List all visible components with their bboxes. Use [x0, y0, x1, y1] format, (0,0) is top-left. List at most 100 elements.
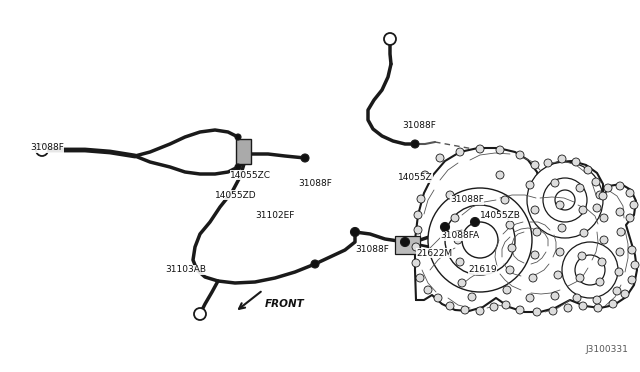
- Circle shape: [544, 159, 552, 167]
- Circle shape: [572, 158, 580, 166]
- Circle shape: [579, 302, 587, 310]
- Text: 31102EF: 31102EF: [255, 211, 294, 219]
- Circle shape: [564, 304, 572, 312]
- Circle shape: [600, 214, 608, 222]
- Circle shape: [558, 224, 566, 232]
- Bar: [395, 236, 420, 254]
- Circle shape: [490, 303, 498, 311]
- Circle shape: [412, 243, 420, 251]
- Circle shape: [594, 304, 602, 312]
- Circle shape: [616, 208, 624, 216]
- Circle shape: [506, 266, 514, 274]
- Circle shape: [468, 293, 476, 301]
- Circle shape: [526, 181, 534, 189]
- Circle shape: [556, 248, 564, 256]
- Circle shape: [593, 296, 601, 304]
- Circle shape: [411, 140, 419, 148]
- Circle shape: [630, 201, 638, 209]
- Circle shape: [596, 278, 604, 286]
- Circle shape: [626, 189, 634, 197]
- Circle shape: [626, 214, 634, 222]
- Circle shape: [412, 259, 420, 267]
- Circle shape: [529, 274, 537, 282]
- Circle shape: [578, 252, 586, 260]
- Text: 31088F: 31088F: [450, 196, 484, 205]
- Circle shape: [508, 244, 516, 252]
- Circle shape: [384, 33, 396, 45]
- Circle shape: [434, 294, 442, 302]
- Circle shape: [454, 236, 462, 244]
- Circle shape: [576, 184, 584, 192]
- Circle shape: [417, 195, 425, 203]
- Circle shape: [592, 178, 600, 186]
- Circle shape: [562, 242, 618, 298]
- Circle shape: [401, 237, 410, 247]
- Circle shape: [506, 221, 514, 229]
- Circle shape: [593, 204, 601, 212]
- Circle shape: [555, 190, 575, 210]
- Circle shape: [416, 274, 424, 282]
- Circle shape: [458, 279, 466, 287]
- Text: 14055ZD: 14055ZD: [215, 190, 257, 199]
- Circle shape: [584, 166, 592, 174]
- Circle shape: [573, 294, 581, 302]
- Circle shape: [551, 179, 559, 187]
- Circle shape: [476, 307, 484, 315]
- Circle shape: [456, 148, 464, 156]
- Circle shape: [598, 258, 606, 266]
- Circle shape: [501, 196, 509, 204]
- Circle shape: [424, 286, 432, 294]
- Circle shape: [616, 248, 624, 256]
- Text: 31088F: 31088F: [402, 122, 436, 131]
- Circle shape: [461, 306, 469, 314]
- Circle shape: [615, 268, 623, 276]
- Circle shape: [446, 191, 454, 199]
- Text: 31088F: 31088F: [355, 246, 389, 254]
- Circle shape: [496, 146, 504, 154]
- Circle shape: [301, 154, 309, 162]
- Circle shape: [456, 258, 464, 266]
- Bar: [236, 139, 251, 164]
- Circle shape: [580, 229, 588, 237]
- Circle shape: [436, 154, 444, 162]
- Circle shape: [446, 302, 454, 310]
- Circle shape: [516, 151, 524, 159]
- Circle shape: [575, 255, 605, 285]
- Text: 31103AB: 31103AB: [165, 266, 206, 275]
- Circle shape: [549, 307, 557, 315]
- Circle shape: [351, 228, 360, 237]
- Circle shape: [596, 191, 604, 199]
- Circle shape: [609, 300, 617, 308]
- Circle shape: [414, 226, 422, 234]
- Circle shape: [428, 188, 532, 292]
- Circle shape: [476, 145, 484, 153]
- Circle shape: [531, 251, 539, 259]
- Circle shape: [496, 171, 504, 179]
- Circle shape: [554, 271, 562, 279]
- Circle shape: [599, 192, 607, 200]
- Circle shape: [311, 260, 319, 268]
- Circle shape: [616, 182, 624, 190]
- Circle shape: [36, 144, 48, 156]
- Circle shape: [600, 236, 608, 244]
- Circle shape: [526, 294, 534, 302]
- Circle shape: [462, 222, 498, 258]
- Circle shape: [543, 178, 587, 222]
- Text: FRONT: FRONT: [265, 299, 305, 309]
- Circle shape: [533, 308, 541, 316]
- Text: 21622M: 21622M: [416, 248, 452, 257]
- Circle shape: [470, 218, 479, 227]
- Circle shape: [579, 206, 587, 214]
- Circle shape: [516, 306, 524, 314]
- Circle shape: [503, 286, 511, 294]
- Circle shape: [631, 261, 639, 269]
- Circle shape: [604, 184, 612, 192]
- Circle shape: [440, 222, 449, 231]
- Text: 31088F: 31088F: [30, 144, 64, 153]
- Text: 31088FA: 31088FA: [440, 231, 479, 241]
- Text: 31088F: 31088F: [298, 179, 332, 187]
- Text: 14055ZC: 14055ZC: [230, 170, 271, 180]
- Text: 14055ZB: 14055ZB: [480, 212, 521, 221]
- Circle shape: [445, 205, 515, 275]
- Circle shape: [235, 164, 241, 170]
